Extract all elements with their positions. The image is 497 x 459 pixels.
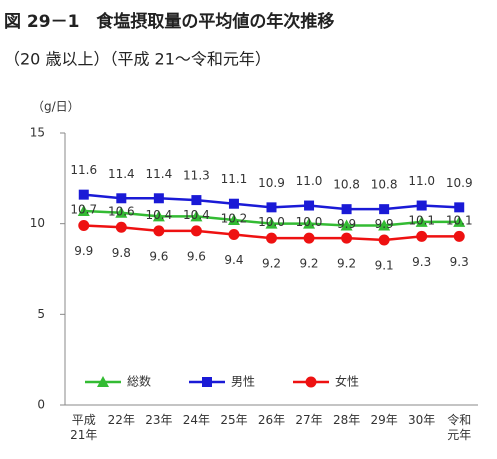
data-label: 10.7 [70,202,97,216]
data-label: 10.0 [258,215,285,229]
y-tick-label: 0 [37,398,45,412]
y-axis-label: （g/日） [32,100,80,114]
data-point [341,232,353,244]
data-point [190,225,202,237]
data-point [78,189,89,200]
y-tick-label: 5 [37,307,45,321]
data-point [304,200,315,211]
data-label: 9.4 [224,253,243,267]
x-tick-label: 27年 [295,413,323,427]
x-tick-label: 22年 [107,413,135,427]
data-point [153,225,165,237]
data-point [303,232,315,244]
data-point [341,204,352,215]
data-label: 9.2 [262,257,281,271]
data-label: 10.9 [446,176,473,190]
data-point [454,202,465,213]
chart-subtitle: （20 歳以上）（平成 21～令和元年） [4,50,271,69]
data-point [116,193,127,204]
data-point [228,198,239,209]
x-tick-label: 23年 [145,413,173,427]
data-label: 10.4 [146,208,173,222]
data-point [416,200,427,211]
data-point [190,210,203,222]
x-tick-label: 29年 [370,413,398,427]
data-point [378,234,390,246]
data-point [416,230,428,242]
data-label: 9.8 [112,246,131,260]
data-point [415,215,428,227]
data-label: 9.3 [412,255,431,269]
legend-label: 男性 [231,375,255,389]
data-label: 9.9 [375,217,394,231]
data-point [115,221,127,233]
data-point [453,215,466,227]
data-label: 10.9 [258,176,285,190]
legend-marker [202,377,212,387]
x-tick-label: 26年 [257,413,286,427]
x-tick-label: 28年 [332,413,361,427]
data-label: 10.0 [296,215,323,229]
data-label: 10.1 [408,213,435,227]
data-label: 9.9 [337,217,356,231]
x-tick-label: 30年 [408,413,436,427]
legend-marker [97,376,109,387]
data-point [78,219,90,231]
data-point [340,219,353,231]
data-point [153,193,164,204]
chart-title: 図 29－1 食塩摂取量の平均値の年次推移 [4,11,334,32]
x-tick-label: 24年 [182,413,211,427]
data-point [453,230,465,242]
data-label: 11.0 [408,174,435,188]
data-point [266,232,277,244]
data-point [378,219,391,231]
y-tick-label: 10 [30,216,45,230]
data-point [265,217,278,229]
data-point [191,195,202,206]
data-point [77,204,90,216]
data-point [228,229,240,241]
y-tick-label: 15 [30,126,45,140]
data-label: 11.4 [108,167,135,181]
data-label: 9.6 [149,249,168,263]
data-label: 10.1 [446,213,473,227]
x-tick-label: 25年 [220,413,248,427]
legend-label: 総数 [127,374,151,389]
data-label: 9.9 [74,244,93,258]
data-label: 10.2 [221,212,248,226]
legend-marker [305,376,317,388]
data-point [152,210,165,222]
data-label: 10.8 [371,178,398,192]
data-label: 9.3 [450,255,469,269]
data-label: 11.4 [146,167,173,181]
x-tick-label: 平成21年 [70,413,98,442]
data-label: 11.3 [183,169,210,183]
data-label: 9.1 [375,258,394,272]
data-point [115,206,128,218]
data-label: 10.6 [108,204,135,218]
data-point [379,204,390,215]
data-point [227,214,240,226]
data-label: 9.2 [299,257,318,271]
data-label: 9.6 [187,249,206,263]
data-label: 11.1 [221,172,248,186]
data-label: 10.8 [333,178,360,192]
data-label: 9.2 [337,257,356,271]
data-point [303,217,316,229]
data-label: 11.6 [70,163,97,177]
data-label: 10.4 [183,208,210,222]
x-tick-label: 令和元年 [447,413,472,442]
data-label: 11.0 [296,174,323,188]
legend-label: 女性 [335,374,359,389]
data-point [266,202,277,213]
